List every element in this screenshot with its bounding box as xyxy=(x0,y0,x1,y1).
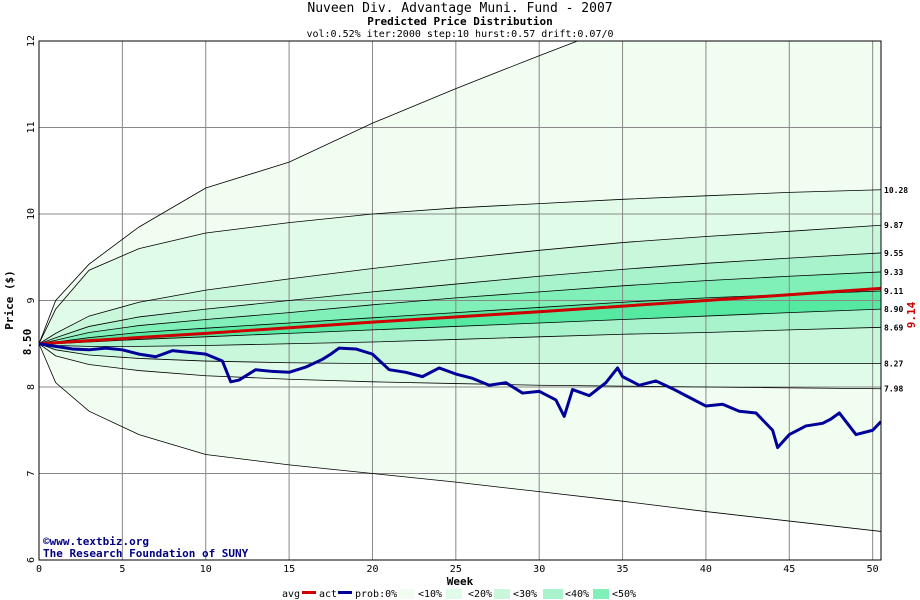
end-label-10.28: 10.28 xyxy=(884,186,908,195)
band-line-8.69 xyxy=(39,326,881,347)
band-line-10.28 xyxy=(39,189,881,344)
x-axis-ticks: 0 5 10 15 20 25 30 35 40 45 50 xyxy=(36,564,879,575)
end-label-8.27: 8.27 xyxy=(884,360,903,369)
x-axis-label: Week xyxy=(447,575,474,588)
chart-title: Nuveen Div. Advantage Muni. Fund - 2007 xyxy=(307,1,612,16)
end-label-9.87: 9.87 xyxy=(884,221,903,230)
end-label-8.90: 8.90 xyxy=(884,305,903,314)
legend-band-30-swatch xyxy=(543,589,563,599)
plot-frame xyxy=(38,40,882,561)
avg-end-value-label: 9.14 xyxy=(905,301,918,328)
credit-organization: The Research Foundation of SUNY xyxy=(43,547,249,560)
x-tick-5: 5 xyxy=(119,564,125,575)
end-label-9.33: 9.33 xyxy=(884,268,903,277)
y-tick-8: 8 xyxy=(26,384,37,390)
legend-band-0-swatch xyxy=(398,589,414,599)
legend-band-20-swatch xyxy=(494,589,510,599)
x-tick-30: 30 xyxy=(533,564,545,575)
legend-band-20-label: <20% xyxy=(468,589,492,600)
start-value-label: 8.50 xyxy=(21,329,34,356)
credit-website: ©www.textbiz.org xyxy=(43,535,149,548)
band-line-9.11 xyxy=(39,290,881,345)
band-line-7.98 xyxy=(39,343,881,390)
series-avg-line xyxy=(39,286,881,346)
simulation-params: vol:0.52% iter:2000 step:10 hurst:0.57 d… xyxy=(306,29,613,40)
y-tick-10: 10 xyxy=(26,208,37,220)
band-line-8.27 xyxy=(39,343,881,365)
series-act-line xyxy=(39,342,881,450)
legend-band-50-label: <50% xyxy=(612,589,636,600)
end-label-7.98: 7.98 xyxy=(884,385,903,394)
end-label-8.69: 8.69 xyxy=(884,323,903,332)
end-label-9.55: 9.55 xyxy=(884,249,903,258)
band-line-outer-10 xyxy=(39,41,579,344)
end-label-9.11: 9.11 xyxy=(884,287,903,296)
y-tick-6: 6 xyxy=(26,557,37,563)
legend-band-10-swatch xyxy=(446,589,462,599)
x-tick-50: 50 xyxy=(867,564,879,575)
legend-act-label: act xyxy=(319,589,337,600)
legend-band-40-swatch xyxy=(593,589,609,599)
x-tick-25: 25 xyxy=(450,564,462,575)
legend-band-40-label: <40% xyxy=(565,589,589,600)
band-line-9.55 xyxy=(39,252,881,345)
x-tick-40: 40 xyxy=(700,564,712,575)
legend-avg-label: avg xyxy=(282,589,300,600)
y-tick-11: 11 xyxy=(26,121,37,133)
y-tick-7: 7 xyxy=(26,470,37,476)
legend: avg act prob:0% <10% <20% <30% <40% <50% xyxy=(282,589,636,600)
x-tick-10: 10 xyxy=(200,564,212,575)
x-tick-45: 45 xyxy=(783,564,795,575)
band-line-outer-9 xyxy=(39,343,881,532)
y-axis-ticks: 6 7 8 9 10 11 12 xyxy=(26,35,37,563)
band-end-labels: 10.28 9.87 9.55 9.33 9.11 8.90 8.69 8.27 7.98 xyxy=(884,186,908,394)
legend-prob-label: prob:0% xyxy=(355,589,397,600)
series-lines xyxy=(39,286,881,450)
legend-avg-swatch xyxy=(302,591,316,594)
x-tick-0: 0 xyxy=(36,564,42,575)
y-tick-12: 12 xyxy=(26,35,37,47)
x-tick-20: 20 xyxy=(366,564,378,575)
legend-band-10-label: <10% xyxy=(418,589,442,600)
band-line-9.33 xyxy=(39,271,881,345)
legend-act-swatch xyxy=(338,591,352,594)
x-tick-15: 15 xyxy=(283,564,295,575)
band-boundary-lines xyxy=(39,41,881,532)
chart-subtitle: Predicted Price Distribution xyxy=(367,15,552,28)
band-line-9.87 xyxy=(39,224,881,345)
legend-band-30-label: <30% xyxy=(513,589,537,600)
x-tick-35: 35 xyxy=(617,564,629,575)
y-axis-label: Price ($) xyxy=(3,270,16,330)
y-tick-9: 9 xyxy=(26,297,37,303)
